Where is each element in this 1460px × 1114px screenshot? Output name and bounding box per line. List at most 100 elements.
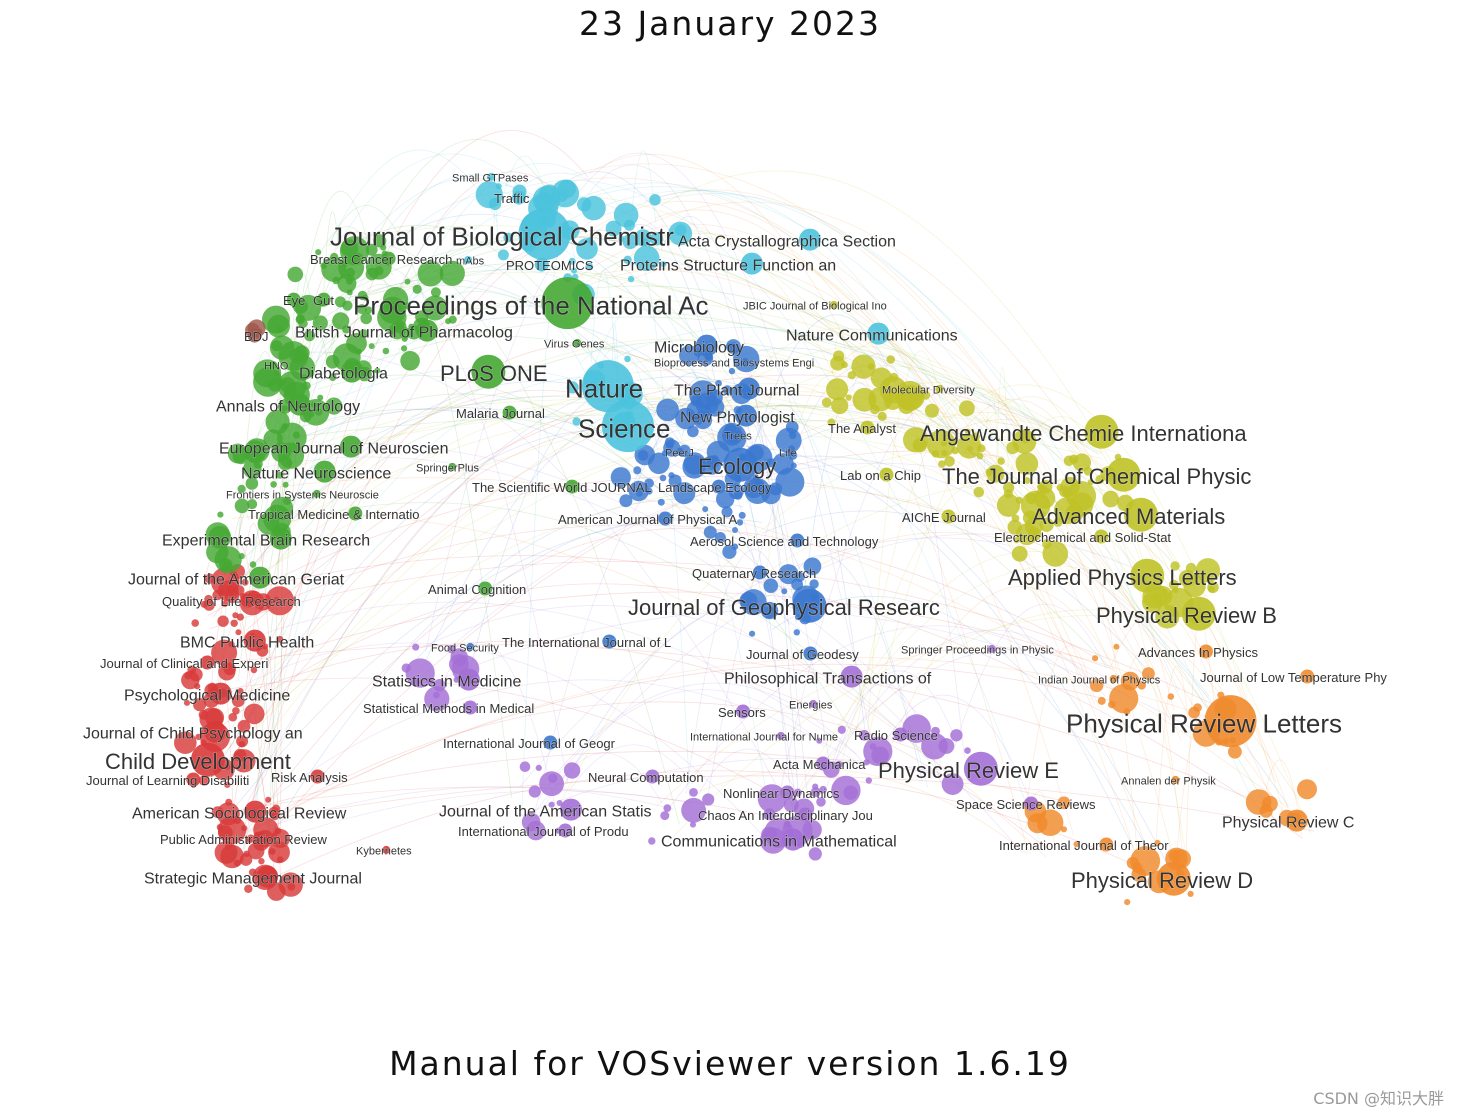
journal-bubble[interactable]: [941, 773, 964, 795]
journal-node[interactable]: [799, 228, 821, 251]
journal-bubble[interactable]: [803, 557, 822, 576]
journal-node[interactable]: [487, 172, 496, 181]
journal-bubble[interactable]: [218, 663, 236, 681]
journal-bubble[interactable]: [941, 450, 948, 457]
journal-bubble[interactable]: [877, 411, 887, 421]
journal-bubble[interactable]: [379, 296, 407, 324]
journal-bubble[interactable]: [235, 629, 242, 636]
journal-node[interactable]: [288, 393, 311, 416]
journal-bubble[interactable]: [548, 801, 555, 808]
journal-bubble[interactable]: [739, 591, 758, 610]
journal-label[interactable]: Food Security: [431, 642, 500, 655]
journal-bubble[interactable]: [728, 367, 736, 375]
journal-label[interactable]: European Journal of Neuroscien: [219, 440, 449, 458]
journal-node[interactable]: [573, 338, 582, 347]
journal-bubble[interactable]: [566, 381, 579, 394]
journal-bubble[interactable]: [812, 783, 819, 790]
journal-bubble[interactable]: [228, 712, 238, 722]
journal-bubble[interactable]: [283, 496, 292, 505]
journal-bubble[interactable]: [1060, 476, 1080, 497]
journal-node[interactable]: [803, 646, 818, 661]
journal-bubble[interactable]: [716, 489, 735, 509]
journal-node[interactable]: [243, 629, 266, 652]
journal-node[interactable]: [457, 668, 480, 691]
journal-bubble[interactable]: [650, 232, 664, 246]
journal-bubble[interactable]: [783, 797, 799, 813]
journal-node[interactable]: [1094, 529, 1109, 544]
journal-node[interactable]: [466, 642, 475, 651]
journal-bubble[interactable]: [898, 397, 915, 415]
journal-label[interactable]: Frontiers in Systems Neuroscie: [226, 489, 380, 502]
journal-label[interactable]: Life: [779, 447, 798, 460]
journal-node[interactable]: [1285, 809, 1308, 832]
journal-bubble[interactable]: [224, 781, 231, 788]
journal-bubble[interactable]: [304, 330, 316, 342]
journal-bubble[interactable]: [1123, 708, 1131, 715]
journal-label[interactable]: American Journal of Physical A: [558, 512, 739, 528]
journal-node[interactable]: [286, 292, 301, 307]
journal-bubble[interactable]: [195, 733, 202, 741]
journal-bubble[interactable]: [232, 749, 256, 773]
journal-label[interactable]: Communications in Mathematical: [661, 833, 898, 851]
journal-bubble[interactable]: [237, 688, 244, 695]
journal-node[interactable]: [340, 360, 363, 383]
journal-bubble[interactable]: [503, 232, 514, 243]
journal-node[interactable]: [735, 404, 757, 427]
journal-bubble[interactable]: [205, 522, 230, 547]
journal-node[interactable]: [502, 405, 517, 420]
journal-bubble[interactable]: [931, 726, 940, 736]
journal-node[interactable]: [1156, 861, 1191, 896]
journal-node[interactable]: [798, 807, 813, 822]
journal-bubble[interactable]: [950, 729, 963, 742]
journal-bubble[interactable]: [1168, 579, 1179, 590]
journal-label[interactable]: Journal of Low Temperature Phy: [1200, 670, 1388, 686]
journal-bubble[interactable]: [648, 837, 656, 845]
journal-bubble[interactable]: [610, 467, 631, 488]
journal-label[interactable]: Advanced Materials: [1032, 504, 1226, 530]
journal-bubble[interactable]: [191, 619, 199, 627]
journal-bubble[interactable]: [749, 630, 756, 637]
journal-label[interactable]: Indian Journal of Physics: [1038, 674, 1162, 687]
journal-node[interactable]: [1024, 796, 1039, 811]
journal-bubble[interactable]: [404, 278, 411, 285]
journal-node[interactable]: [340, 435, 362, 458]
journal-bubble[interactable]: [835, 760, 843, 769]
journal-label[interactable]: Energies: [789, 699, 834, 712]
journal-node[interactable]: [1099, 837, 1114, 852]
journal-bubble[interactable]: [793, 788, 802, 797]
journal-node[interactable]: [1198, 644, 1213, 659]
journal-label[interactable]: Molecular Diversity: [882, 384, 976, 397]
journal-bubble[interactable]: [687, 425, 699, 438]
journal-bubble[interactable]: [657, 498, 665, 506]
journal-bubble[interactable]: [360, 312, 373, 325]
journal-bubble[interactable]: [1259, 804, 1273, 818]
journal-node[interactable]: [737, 377, 760, 400]
journal-bubble[interactable]: [763, 812, 771, 820]
journal-bubble[interactable]: [858, 730, 870, 741]
journal-bubble[interactable]: [568, 257, 576, 265]
journal-bubble[interactable]: [422, 295, 448, 321]
journal-node[interactable]: [534, 257, 549, 272]
journal-bubble[interactable]: [258, 858, 265, 865]
journal-bubble[interactable]: [702, 793, 715, 806]
journal-bubble[interactable]: [624, 355, 631, 363]
journal-node[interactable]: [658, 511, 673, 526]
journal-bubble[interactable]: [659, 474, 667, 482]
journal-bubble[interactable]: [794, 572, 805, 582]
journal-bubble[interactable]: [865, 777, 872, 784]
journal-label[interactable]: Animal Cognition: [428, 582, 527, 598]
journal-bubble[interactable]: [819, 785, 827, 794]
journal-bubble[interactable]: [548, 773, 558, 783]
journal-bubble[interactable]: [273, 596, 280, 604]
journal-bubble[interactable]: [212, 590, 223, 601]
journal-node[interactable]: [840, 665, 863, 688]
journal-bubble[interactable]: [705, 389, 723, 407]
journal-node[interactable]: [1181, 596, 1216, 631]
journal-label[interactable]: Journal of Geophysical Researc: [628, 595, 941, 621]
journal-label[interactable]: Acta Mechanica: [773, 757, 867, 773]
journal-label[interactable]: Neural Computation: [588, 770, 705, 786]
journal-bubble[interactable]: [284, 384, 297, 397]
journal-bubble[interactable]: [1023, 477, 1031, 484]
journal-node[interactable]: [963, 751, 998, 786]
journal-bubble[interactable]: [959, 400, 975, 417]
